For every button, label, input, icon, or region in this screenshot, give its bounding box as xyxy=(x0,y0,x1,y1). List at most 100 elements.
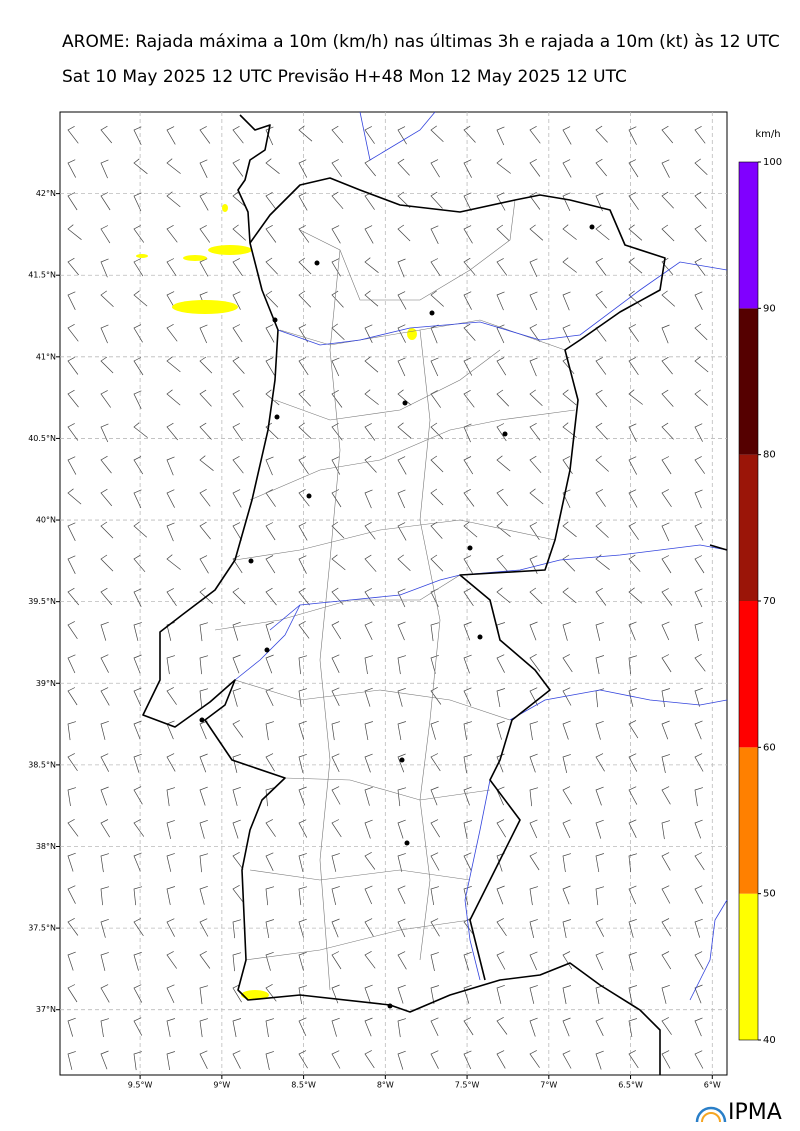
wind-barb xyxy=(496,1050,506,1069)
wind-barb xyxy=(463,885,472,905)
wind-barb xyxy=(430,1050,439,1069)
wind-barb xyxy=(199,853,209,873)
wind-barb xyxy=(133,521,148,538)
wind-barb xyxy=(166,389,181,406)
wind-barb xyxy=(364,819,373,839)
wind-barb xyxy=(100,225,111,244)
wind-barb xyxy=(265,951,274,971)
lat-label: 37.5°N xyxy=(28,924,56,933)
wind-barb xyxy=(133,622,142,641)
wind-barb xyxy=(67,984,78,1003)
wind-barb xyxy=(298,357,309,376)
wind-barb xyxy=(232,687,241,707)
wind-barb xyxy=(628,1050,639,1069)
wind-barb xyxy=(232,919,242,939)
wind-barb xyxy=(199,521,211,540)
wind-barb xyxy=(67,721,77,741)
wind-barb xyxy=(430,159,440,178)
wind-barb xyxy=(661,555,672,574)
wind-barb xyxy=(430,886,440,906)
wind-barb xyxy=(298,688,308,708)
wind-barb xyxy=(595,125,608,143)
wind-barb xyxy=(529,721,539,741)
wind-barb xyxy=(199,622,208,642)
lat-label: 37°N xyxy=(36,1005,56,1014)
map-frame xyxy=(59,111,728,1076)
wind-barb xyxy=(298,1017,307,1037)
wind-barb xyxy=(496,423,507,442)
wind-barb xyxy=(496,885,505,905)
wind-barb xyxy=(331,687,340,706)
wind-barb xyxy=(133,951,142,971)
wind-barb xyxy=(331,853,340,872)
wind-barb xyxy=(265,886,275,906)
wind-barb xyxy=(430,985,440,1005)
wind-barb xyxy=(232,191,247,208)
wind-barb xyxy=(397,1018,407,1038)
wind-barb xyxy=(166,951,177,969)
wind-barb xyxy=(397,357,406,377)
wind-barb xyxy=(562,754,571,773)
wind-barb xyxy=(100,918,109,938)
wind-barb xyxy=(199,688,209,708)
wind-barb xyxy=(562,587,577,604)
wind-barb xyxy=(298,720,307,740)
wind-barb xyxy=(595,753,605,772)
wind-barb xyxy=(463,125,476,143)
wind-barb xyxy=(661,324,670,344)
wind-barb xyxy=(661,356,673,375)
wind-barb xyxy=(397,753,406,773)
wind-barb xyxy=(595,1017,604,1036)
wind-barb xyxy=(430,720,439,740)
wind-barb xyxy=(595,158,607,177)
wind-barb xyxy=(232,522,242,541)
wind-barb xyxy=(364,950,376,969)
wind-barb xyxy=(166,422,178,441)
wind-barb xyxy=(529,555,538,574)
wind-barb xyxy=(364,753,373,773)
wind-barb xyxy=(298,655,308,675)
wind-barb xyxy=(331,1050,341,1069)
title: AROME: Rajada máxima a 10m (km/h) nas úl… xyxy=(62,32,780,52)
wind-barb xyxy=(496,554,509,573)
wind-barb xyxy=(529,985,538,1004)
wind-barb xyxy=(298,192,308,211)
wind-barb xyxy=(199,918,209,937)
wind-barb xyxy=(694,356,709,373)
lon-label: 9.5°W xyxy=(128,1081,153,1090)
wind-barb xyxy=(232,621,241,641)
wind-barb xyxy=(694,323,708,341)
wind-barb xyxy=(628,389,643,405)
wind-barb xyxy=(232,851,244,870)
wind-barb xyxy=(331,290,344,308)
wind-barb xyxy=(430,390,441,408)
wind-barb xyxy=(496,521,511,537)
lat-label: 42°N xyxy=(36,189,56,198)
colorbar-label: 90 xyxy=(763,303,776,314)
wind-barb xyxy=(133,357,144,376)
wind-barb xyxy=(463,852,472,871)
wind-barb xyxy=(364,389,379,405)
wind-barb xyxy=(166,853,175,872)
wind-barb xyxy=(133,554,146,573)
wind-barb xyxy=(298,488,310,507)
wind-barb xyxy=(661,852,671,871)
wind-barb xyxy=(100,786,109,806)
wind-barb xyxy=(496,654,505,673)
wind-barb xyxy=(529,488,544,505)
wind-barb xyxy=(628,786,638,805)
wind-barb xyxy=(661,754,671,773)
wind-barb xyxy=(628,192,639,210)
wind-barb xyxy=(529,357,538,377)
wind-barb xyxy=(463,917,475,936)
wind-barb xyxy=(166,126,176,145)
wind-barb xyxy=(430,554,444,572)
lon-label: 7.5°W xyxy=(455,1081,480,1090)
wind-barb xyxy=(694,125,706,144)
lat-label: 40°N xyxy=(36,516,56,525)
wind-barb xyxy=(694,918,703,938)
wind-barb xyxy=(331,587,344,605)
wind-barb xyxy=(562,224,577,240)
wind-barb xyxy=(463,291,472,310)
wind-barb xyxy=(694,1017,703,1037)
